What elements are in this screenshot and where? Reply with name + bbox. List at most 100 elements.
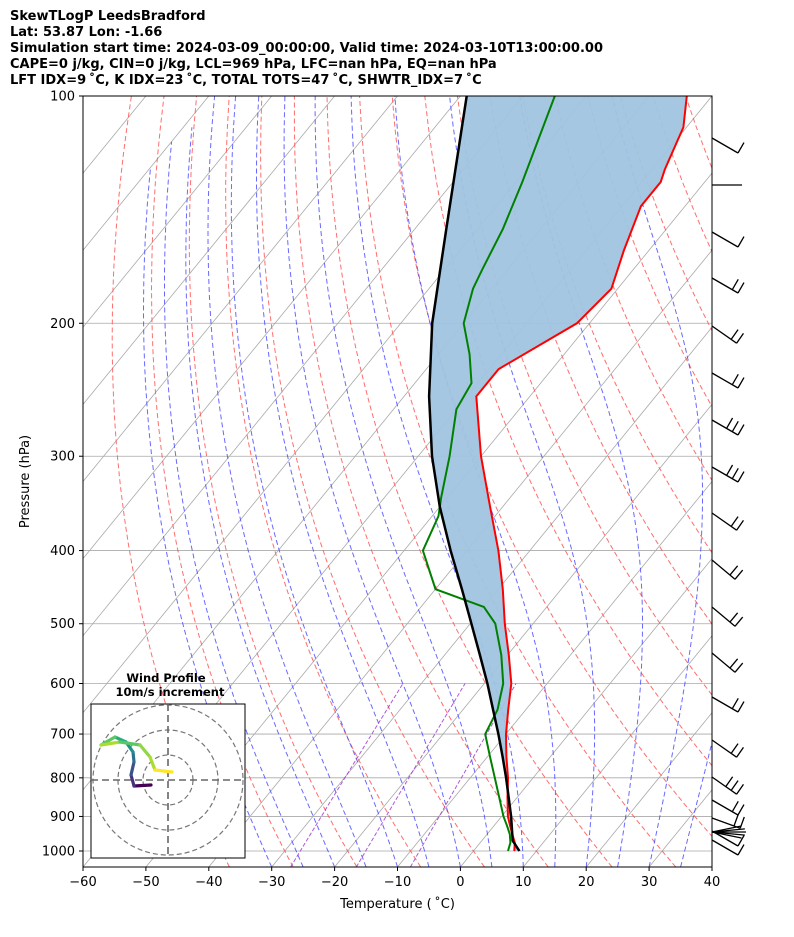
chart-title: SkewTLogP LeedsBradford	[10, 9, 206, 24]
isotherm--110	[83, 96, 398, 483]
y-tick-label: 1000	[42, 845, 75, 860]
wind-barb	[711, 417, 745, 436]
hodograph-segment	[132, 783, 153, 788]
wind-barb-staff	[711, 419, 739, 436]
wind-barb-flag	[737, 282, 745, 294]
y-tick-label: 800	[50, 771, 75, 786]
wind-barb-flag	[725, 417, 734, 429]
isotherm-20	[585, 712, 712, 867]
time-line: Simulation start time: 2024-03-09_00:00:…	[10, 41, 603, 56]
moist-adiabat	[283, 96, 461, 867]
wind-barb	[711, 696, 745, 713]
wind-barb-staff	[711, 512, 737, 531]
isotherm--90	[83, 96, 524, 637]
cin-shaded-area	[429, 96, 687, 851]
parcel-line	[427, 96, 521, 852]
wind-barb-flag	[734, 569, 744, 580]
moist-adiabat	[143, 169, 273, 867]
moist-adiabat	[207, 96, 367, 867]
y-tick-label: 400	[50, 544, 75, 559]
wind-barb-flag	[736, 747, 744, 758]
moist-adiabat	[164, 141, 304, 867]
wind-barb-flag	[737, 701, 745, 713]
isotherm--120	[83, 96, 335, 406]
wind-barb-flag	[736, 520, 744, 531]
dry-adiabat	[751, 96, 794, 867]
hodograph-segment	[129, 773, 136, 788]
wind-barb-flag	[737, 142, 745, 154]
hodograph-segment	[131, 750, 136, 764]
y-tick-label: 200	[50, 317, 75, 332]
chart-header: SkewTLogP LeedsBradford Lat: 53.87 Lon: …	[10, 9, 603, 89]
x-tick-label: 10	[515, 875, 532, 890]
wind-barb-flag	[736, 784, 744, 795]
wind-barb-staff	[711, 372, 739, 389]
x-tick-label: 30	[641, 875, 658, 890]
dry-adiabat	[150, 96, 294, 867]
wind-barb-flag	[725, 776, 734, 788]
indices-line-2: LFT IDX=9 ˚C, K IDX=23 ˚C, TOTAL TOTS=47…	[10, 73, 482, 88]
wind-barb-flag	[737, 377, 745, 389]
wind-barb	[711, 464, 745, 483]
dry-adiabat	[685, 96, 712, 170]
wind-barb-staff	[711, 696, 739, 713]
x-tick-label: −20	[321, 875, 348, 890]
wind-barb-flag	[730, 743, 739, 754]
mixing-ratio-line	[355, 683, 466, 867]
wind-barb-flag	[737, 804, 745, 816]
y-tick-label: 100	[50, 90, 75, 105]
wind-barb-flag	[730, 329, 739, 340]
moist-adiabat	[230, 96, 398, 867]
mixing-ratio-line	[409, 683, 517, 867]
dry-adiabat	[424, 96, 712, 767]
wind-barb-flag	[733, 814, 739, 827]
wind-barb-staff	[711, 277, 739, 294]
x-tick-label: 40	[704, 875, 721, 890]
y-axis-label: Pressure (hPa)	[18, 435, 33, 528]
x-tick-label: −50	[132, 875, 159, 890]
indices-line-1: CAPE=0 j/kg, CIN=0 j/kg, LCL=969 hPa, LF…	[10, 57, 497, 72]
wind-barb-flag	[731, 800, 739, 813]
x-axis-label: Temperature ( ˚C)	[339, 896, 455, 912]
moist-adiabat	[519, 96, 643, 867]
wind-barb-flag	[734, 662, 744, 673]
wind-barb-flag	[737, 844, 745, 856]
wind-barb-staff	[711, 776, 737, 795]
wind-barb-staff	[711, 466, 739, 483]
wind-profile-subtitle: 10m/s increment	[116, 685, 225, 699]
wind-barb-staff	[711, 231, 739, 248]
isotherm--130	[83, 96, 273, 328]
dry-adiabat	[619, 96, 712, 332]
wind-barb	[711, 739, 744, 758]
x-tick-label: −60	[69, 875, 96, 890]
x-tick-label: 20	[578, 875, 595, 890]
isotherm--30	[271, 326, 712, 867]
y-tick-label: 700	[50, 728, 75, 743]
wind-barb-staff	[711, 137, 739, 154]
dry-adiabat	[783, 96, 794, 867]
wind-barb	[711, 799, 745, 816]
isotherm--160	[83, 96, 84, 97]
x-tick-label: −40	[195, 875, 222, 890]
dry-adiabat	[522, 96, 712, 554]
y-tick-label: 500	[50, 617, 75, 632]
dewpoint-line	[421, 96, 556, 852]
isotherm-30	[648, 789, 712, 867]
wind-barb	[711, 776, 744, 795]
dry-adiabat	[188, 96, 358, 867]
moist-adiabat	[185, 127, 336, 867]
wind-barb-flag	[725, 464, 734, 476]
wind-barb-surface	[711, 831, 742, 839]
dry-adiabat	[718, 96, 794, 867]
x-tick-label: −10	[384, 875, 411, 890]
temperature-line	[475, 96, 688, 852]
isotherm--20	[334, 403, 712, 867]
wind-barb-staff	[711, 739, 737, 758]
wind-barb-flag	[737, 835, 745, 847]
hodograph-segment	[148, 755, 157, 772]
wind-barb-staff	[711, 839, 739, 856]
wind-barb-flag	[729, 612, 739, 623]
wind-barb-flag	[734, 616, 744, 627]
wind-barb	[711, 372, 745, 389]
